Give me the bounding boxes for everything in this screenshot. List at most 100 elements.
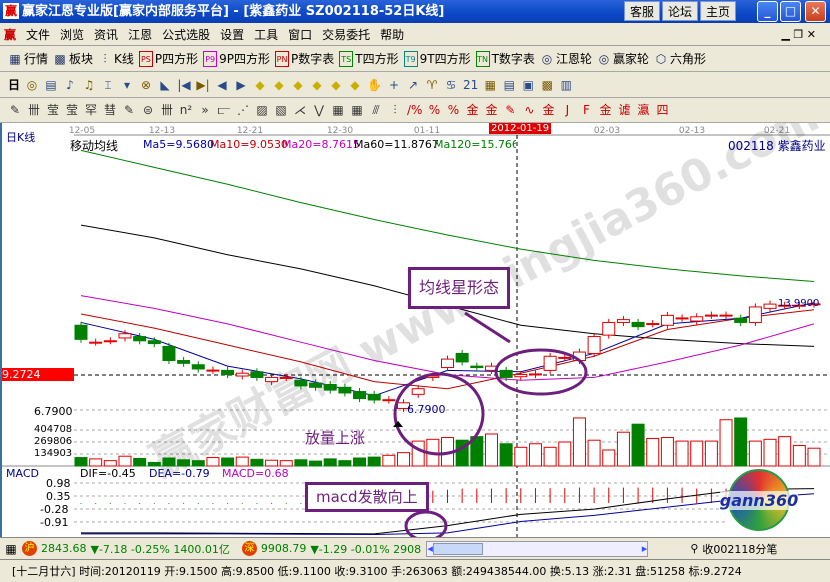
menu-file[interactable]: 文件 — [26, 27, 51, 42]
toolbar-tool-icon[interactable]: ♪ — [66, 77, 74, 92]
shanghai-icon[interactable]: 沪 — [22, 541, 37, 556]
menu-formula[interactable]: 公式选股 — [162, 27, 211, 42]
shenzhen-icon[interactable]: 深 — [241, 541, 257, 556]
drawing-tool-icon[interactable]: ∿ — [524, 103, 535, 117]
toolbar-tool-icon[interactable]: ▥ — [560, 77, 572, 92]
toolbar-tool-icon[interactable]: ▤ — [45, 77, 57, 92]
toolbar-tool-icon[interactable]: ▩ — [541, 77, 553, 92]
kline-chart[interactable]: 12-05 12-13 12-21 12-30 01-11 02-03 02-13 02-21… — [0, 123, 830, 537]
mdi-window-controls[interactable]: ▁ ❐ ✕ — [781, 27, 816, 41]
calculator-icon[interactable]: ▦ — [5, 541, 17, 556]
tick-data-link[interactable]: 收002118分笔 — [702, 542, 778, 556]
drawing-tool-icon[interactable]: 卌 — [160, 103, 173, 117]
toolbar-tool-icon[interactable]: |◀ — [177, 77, 191, 92]
menu-gann[interactable]: 江恩 — [128, 27, 153, 42]
toolbar-tool-icon[interactable]: ▶| — [196, 77, 210, 92]
menu-tools[interactable]: 工具 — [254, 27, 279, 42]
drawing-tool-icon[interactable]: ▦ — [332, 103, 344, 117]
toolbar-item[interactable]: PS P四方形 — [138, 50, 198, 67]
drawing-tool-icon[interactable]: n² — [179, 103, 193, 117]
drawing-tool-icon[interactable]: 金 — [542, 103, 555, 117]
drawing-tool-icon[interactable]: 罕 — [84, 103, 97, 117]
toolbar-tool-icon[interactable]: ♫ — [83, 77, 95, 92]
period-dropdown[interactable]: 日 — [8, 78, 21, 92]
drawing-tool-icon[interactable]: 卌 — [27, 103, 40, 117]
toolbar-item[interactable]: P9 9P四方形 — [203, 50, 270, 67]
toolbar-tool-icon[interactable]: ◆ — [312, 77, 322, 92]
drawing-tool-icon[interactable]: 瀛 — [637, 103, 650, 117]
toolbar-item[interactable]: T9 9T四方形 — [403, 50, 471, 67]
drawing-tool-icon[interactable]: ✎ — [123, 103, 135, 117]
toolbar-tool-icon[interactable]: ◆ — [350, 77, 360, 92]
drawing-tool-icon[interactable]: J — [565, 103, 570, 117]
toolbar-tool-icon[interactable]: ♈ — [426, 77, 438, 92]
toolbar-tool-icon[interactable]: ◀ — [217, 77, 227, 92]
drawing-tool-icon[interactable]: ⫍ — [217, 103, 231, 117]
toolbar-tool-icon[interactable]: ◎ — [26, 77, 38, 92]
toolbar-item[interactable]: TS T四方形 — [339, 50, 399, 67]
close-icon[interactable]: ✕ — [805, 1, 826, 22]
drawing-tool-icon[interactable]: ⋁ — [314, 103, 324, 117]
forum-button[interactable]: 论坛 — [662, 1, 698, 21]
toolbar-tool-icon[interactable]: ✋ — [367, 77, 382, 92]
maximize-icon[interactable]: □ — [780, 1, 801, 22]
toolbar-tool-icon[interactable]: ▦ — [484, 77, 496, 92]
scroll-left-icon[interactable]: ◂ — [427, 542, 433, 555]
toolbar-item[interactable]: ▦ 行情 — [8, 50, 48, 67]
toolbar-tool-icon[interactable]: ▶ — [236, 77, 246, 92]
toolbar-tool-icon[interactable]: ↗ — [407, 77, 418, 92]
toolbar-tool-icon[interactable]: ▣ — [522, 77, 534, 92]
toolbar-tool-icon[interactable]: ⌶ — [104, 77, 112, 92]
toolbar-tool-icon[interactable]: ♋ — [445, 77, 457, 92]
drawing-tool-icon[interactable]: ∕% — [407, 103, 423, 117]
toolbar-tool-icon[interactable]: ⊗ — [140, 77, 152, 92]
chart-canvas[interactable]: 12-05 12-13 12-21 12-30 01-11 02-03 02-13 02-21… — [2, 123, 830, 537]
horizontal-scrollbar[interactable]: ◂ ▸ — [426, 540, 649, 557]
toolbar-tool-icon[interactable]: ▤ — [503, 77, 515, 92]
toolbar-item[interactable]: ▩ 板块 — [53, 50, 93, 67]
drawing-tool-icon[interactable]: 金 — [466, 103, 479, 117]
drawing-tool-icon[interactable]: % — [428, 103, 441, 117]
drawing-tool-icon[interactable]: ▧ — [275, 103, 287, 117]
toolbar-item[interactable]: ⬡ 六角形 — [654, 50, 706, 67]
drawing-tool-icon[interactable]: ⋌ — [294, 103, 306, 117]
toolbar-tool-icon[interactable]: ▾ — [124, 77, 131, 92]
drawing-tool-icon[interactable]: ▦ — [351, 103, 363, 117]
toolbar-item[interactable]: PN P数字表 — [275, 50, 334, 67]
toolbar-tool-icon[interactable]: + — [388, 77, 399, 92]
toolbar-tool-icon[interactable]: 21 — [462, 77, 479, 92]
menu-browse[interactable]: 浏览 — [60, 27, 85, 42]
drawing-tool-icon[interactable]: 四 — [656, 103, 669, 117]
drawing-tool-icon[interactable]: 彗 — [103, 103, 116, 117]
toolbar-item[interactable]: ◎ 江恩轮 — [540, 50, 592, 67]
drawing-tool-icon[interactable]: 莹 — [46, 103, 59, 117]
menu-trade[interactable]: 交易委托 — [322, 27, 371, 42]
toolbar-tool-icon[interactable]: ◆ — [331, 77, 341, 92]
toolbar-item[interactable]: TN T数字表 — [475, 50, 535, 67]
menu-help[interactable]: 帮助 — [380, 27, 405, 42]
menu-settings[interactable]: 设置 — [220, 27, 245, 42]
toolbar-item[interactable]: ◎ 赢家轮 — [597, 50, 649, 67]
minimize-icon[interactable]: _ — [757, 1, 778, 22]
scroll-thumb[interactable] — [432, 542, 483, 555]
drawing-tool-icon[interactable]: ⫶ — [393, 103, 397, 117]
drawing-tool-icon[interactable]: 金 — [485, 103, 498, 117]
drawing-tool-icon[interactable]: ▨ — [256, 103, 268, 117]
drawing-tool-icon[interactable]: ⊜ — [142, 103, 154, 117]
drawing-tool-icon[interactable]: 金 — [599, 103, 612, 117]
service-button[interactable]: 客服 — [624, 1, 660, 21]
drawing-tool-icon[interactable]: 谑 — [618, 103, 631, 117]
toolbar-item[interactable]: ⫶ K线 — [98, 50, 134, 67]
drawing-tool-icon[interactable]: » — [201, 103, 209, 117]
toolbar-tool-icon[interactable]: ◆ — [274, 77, 284, 92]
menu-news[interactable]: 资讯 — [94, 27, 119, 42]
drawing-tool-icon[interactable]: 莹 — [65, 103, 78, 117]
toolbar-tool-icon[interactable]: ◣ — [160, 77, 170, 92]
drawing-tool-icon[interactable]: ⫻ — [372, 103, 380, 117]
scroll-right-icon[interactable]: ▸ — [641, 542, 648, 555]
drawing-tool-icon[interactable]: ✎ — [9, 103, 21, 117]
toolbar-tool-icon[interactable]: ◆ — [255, 77, 265, 92]
drawing-tool-icon[interactable]: ✎ — [505, 103, 516, 117]
toolbar-tool-icon[interactable]: ◆ — [293, 77, 303, 92]
menu-window[interactable]: 窗口 — [288, 27, 313, 42]
